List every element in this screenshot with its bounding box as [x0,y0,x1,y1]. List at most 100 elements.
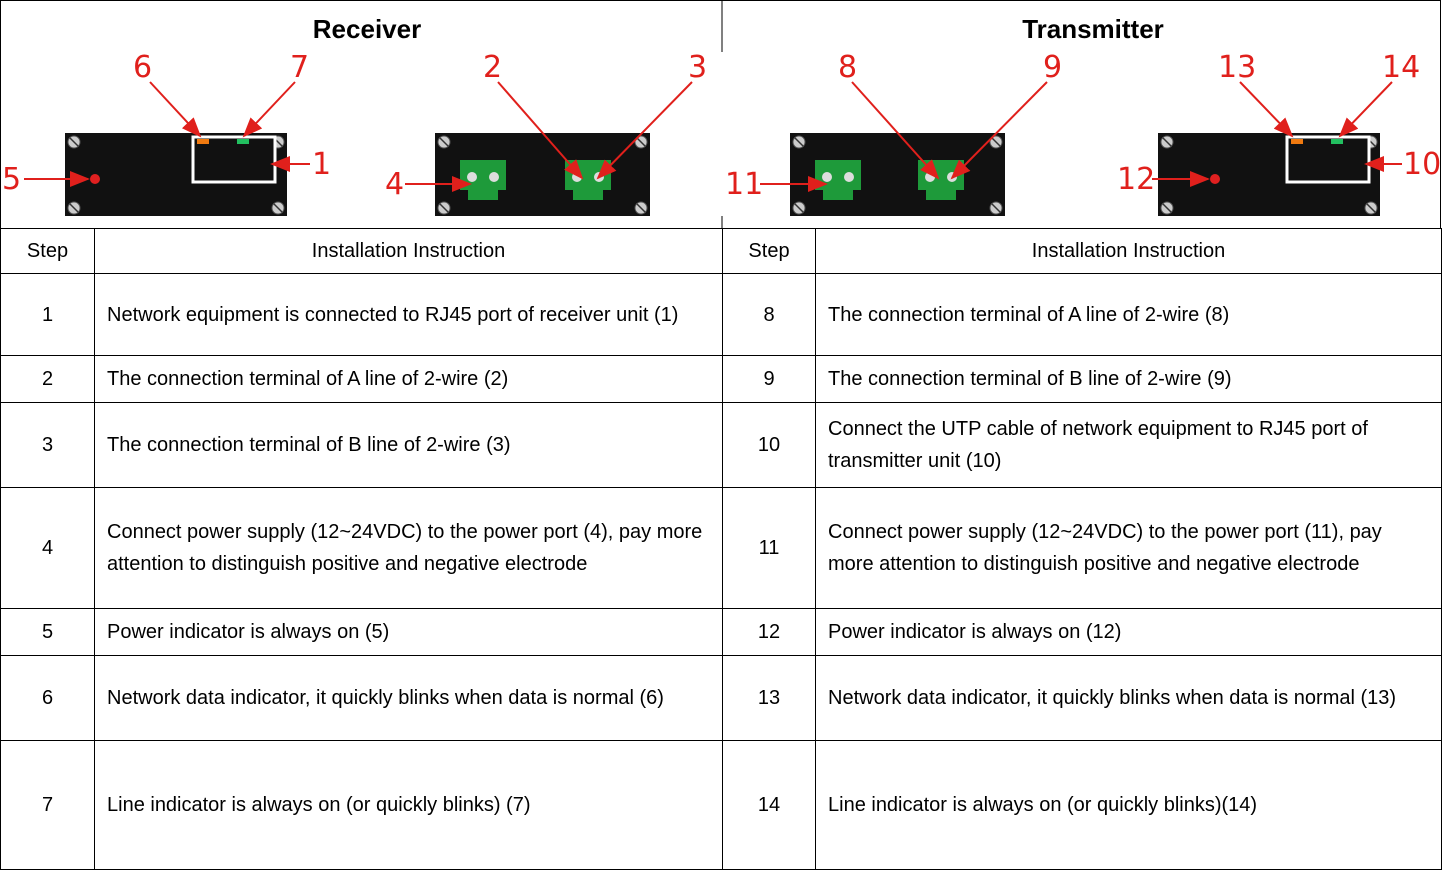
screw-slot [1366,203,1376,213]
power-led [1210,174,1220,184]
instruction-cell: Connect the UTP cable of network equipme… [815,402,1442,488]
screw-slot [439,203,449,213]
header-row: Step Installation Instruction Step Installa… [0,228,1442,274]
callout: 4 [385,167,404,202]
step-cell: 3 [0,402,95,488]
arrow [851,81,940,180]
callout: 13 [1218,50,1256,85]
arrow [497,81,584,180]
instruction-cell: The connection terminal of B line of 2-w… [94,402,723,488]
power-led [90,174,100,184]
step-cell: 10 [722,402,816,488]
header-cell: Step [0,228,95,274]
screw-slot [69,137,79,147]
arrow [1338,81,1393,138]
terminal-screw [844,172,854,182]
instruction-cell: Network data indicator, it quickly blink… [815,655,1442,741]
rj45-port [1285,135,1371,184]
callout: 1 [312,147,331,182]
step-cell: 13 [722,655,816,741]
step-cell: 12 [722,608,816,656]
step-cell: 11 [722,487,816,609]
header-cell: Installation Instruction [815,228,1442,274]
instruction-cell: Network equipment is connected to RJ45 p… [94,273,723,356]
section-title: Receiver [313,14,421,44]
terminal-screw [822,172,832,182]
devices [65,133,1380,216]
terminal [573,190,603,200]
step-cell: 14 [722,740,816,870]
led [237,139,249,144]
step-cell: 5 [0,608,95,656]
step-cell: 6 [0,655,95,741]
row: 2 The connection terminal of A line of 2-… [0,355,1442,403]
screw-slot [794,137,804,147]
terminal [815,160,861,190]
terminal [460,160,506,190]
row: 7 Line indicator is always on (or quickly… [0,740,1442,870]
terminal [565,160,611,190]
row: 5 Power indicator is always on (5) 12 Power… [0,608,1442,656]
led [1291,139,1303,144]
header-cell: Step [722,228,816,274]
instruction-cell: Line indicator is always on (or quickly … [94,740,723,870]
screw-slot [1162,137,1172,147]
row: 6 Network data indicator, it quickly blin… [0,655,1442,741]
callout: 6 [133,50,152,85]
instruction-table: Step Installation Instruction Step Installa… [0,228,1442,870]
screw-slot [636,137,646,147]
rj45-port [191,135,277,184]
callout: 7 [290,50,309,85]
row: 4 Connect power supply (12~24VDC) to the … [0,487,1442,609]
instruction-cell: Power indicator is always on (5) [94,608,723,656]
instruction-cell: The connection terminal of A line of 2-w… [815,273,1442,356]
step-cell: 8 [722,273,816,356]
step-cell: 2 [0,355,95,403]
callout: 5 [2,162,21,197]
callout: 10 [1403,147,1441,182]
instruction-cell: Connect power supply (12~24VDC) to the p… [94,487,723,609]
terminal-screw [489,172,499,182]
arrow [1239,81,1294,138]
callout: 14 [1382,50,1420,85]
arrow [149,81,202,138]
step-cell: 1 [0,273,95,356]
screw-slot [794,203,804,213]
step-cell: 7 [0,740,95,870]
callout: 9 [1043,50,1062,85]
instruction-cell: Network data indicator, it quickly blink… [94,655,723,741]
callout: 3 [688,50,707,85]
arrow [950,81,1048,180]
arrow [242,81,296,138]
instruction-cell: Connect power supply (12~24VDC) to the p… [815,487,1442,609]
instruction-cell: Power indicator is always on (12) [815,608,1442,656]
terminal-screw [467,172,477,182]
screw-slot [991,203,1001,213]
instruction-cell: The connection terminal of A line of 2-w… [94,355,723,403]
screw-slot [636,203,646,213]
screw-slot [273,203,283,213]
led [197,139,209,144]
row: 3 The connection terminal of B line of 2-… [0,402,1442,488]
row: 1 Network equipment is connected to RJ45 … [0,273,1442,356]
screw-slot [439,137,449,147]
step-cell: 9 [722,355,816,403]
callout: 2 [483,50,502,85]
terminal [926,190,956,200]
header-cell: Installation Instruction [94,228,723,274]
step-cell: 4 [0,487,95,609]
led [1331,139,1343,144]
border [0,0,1441,228]
callout: 11 [725,167,763,202]
diagram-area: Receiver Transmitter 6 7 2 3 5 1 4 8 9 1… [0,0,1441,228]
screw-slot [1162,203,1172,213]
callout: 12 [1117,162,1155,197]
arrow [596,81,693,180]
screw-slot [991,137,1001,147]
instruction-cell: Line indicator is always on (or quickly … [815,740,1442,870]
section-title: Transmitter [1022,14,1164,44]
terminal [468,190,498,200]
instruction-cell: The connection terminal of B line of 2-w… [815,355,1442,403]
